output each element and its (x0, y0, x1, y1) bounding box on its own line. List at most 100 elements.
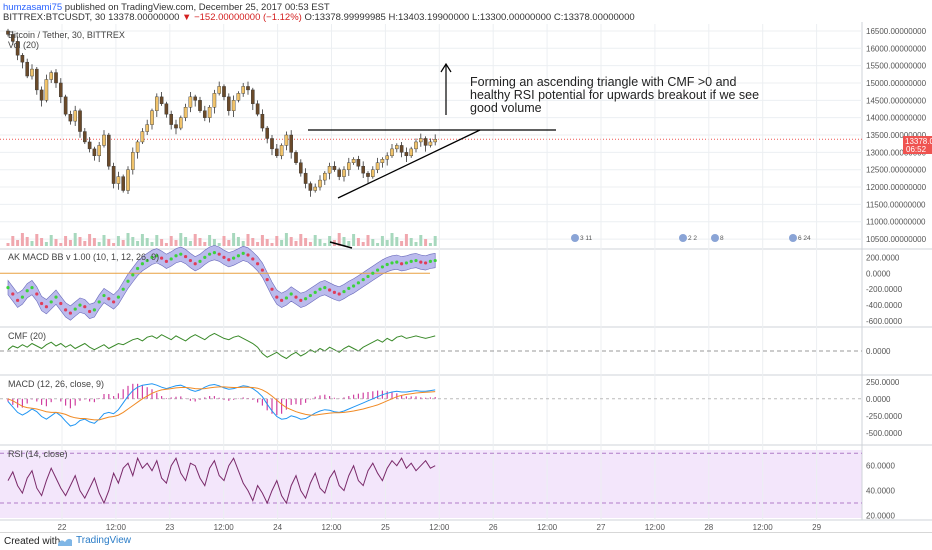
time-tick-label: 12:00 (537, 523, 558, 532)
macd-dot (361, 278, 365, 282)
macd-dot (97, 300, 101, 304)
candle (279, 145, 284, 157)
candle (25, 61, 30, 77)
macd-dot (54, 295, 58, 299)
symbol-label: BITTREX:BTCUSDT, 30 (3, 12, 106, 23)
candle (337, 169, 342, 177)
macd-dot (332, 290, 336, 294)
volume-bar (136, 241, 140, 246)
candle (73, 110, 77, 122)
author-link[interactable]: humzasami75 (3, 2, 63, 13)
volume-bar (294, 241, 298, 246)
macd-dot (92, 308, 96, 312)
candle (178, 117, 183, 129)
price-tick-label: 14500.00000000 (866, 96, 927, 105)
volume-bar (174, 240, 178, 246)
candle (294, 152, 298, 163)
indicator-tick-label: 20.0000 (866, 512, 895, 521)
macd-dot (83, 305, 87, 309)
candle (87, 141, 92, 150)
candle (126, 169, 130, 191)
volume-bar (356, 238, 360, 246)
indicator-tick-label: 200.0000 (866, 253, 900, 262)
candle (130, 152, 135, 170)
candle (361, 166, 366, 174)
volume-bar (169, 236, 173, 246)
rsi-plot (0, 452, 862, 505)
volume-trendline[interactable] (329, 241, 353, 249)
volume-bar (270, 243, 274, 246)
macd-dot (409, 259, 413, 263)
candle (97, 145, 101, 157)
candle (169, 113, 174, 125)
candle (423, 138, 428, 146)
macd-dot (265, 278, 269, 282)
price-tick-label: 15500.00000000 (866, 62, 927, 71)
macd-bb-plot (0, 245, 437, 321)
macd-dot (270, 287, 274, 291)
volume-bar (208, 235, 212, 246)
macd-dot (304, 297, 308, 301)
macd-dot (59, 301, 63, 306)
price-tick-label: 12000.00000000 (866, 183, 927, 192)
macd-dot (49, 300, 53, 304)
macd-dot (419, 260, 423, 264)
candle (371, 169, 375, 177)
price-tick-label: 12500.00000000 (866, 166, 927, 175)
macd-dot (121, 287, 125, 291)
macd-dot (188, 258, 192, 263)
signal-line (7, 386, 436, 421)
volume-bars (6, 233, 437, 246)
indicator-tick-label: 60.0000 (866, 462, 895, 471)
volume-bar (164, 243, 168, 246)
time-tick-label: 23 (165, 523, 174, 532)
volume-bar (371, 239, 375, 246)
volume-bar (251, 238, 255, 246)
candle (356, 159, 361, 167)
ohlc-line: BITTREX:BTCUSDT, 30 13378.00000000 ▼ −15… (3, 12, 635, 23)
candle (231, 100, 236, 111)
time-tick-label: 24 (273, 523, 282, 532)
macd-dot (73, 307, 77, 311)
chart-svg[interactable]: 10500.00000000 11000.00000000 11500.000000… (0, 0, 932, 532)
macd-dot (246, 253, 250, 257)
last-price: 13378.00000000 (108, 12, 180, 23)
candle (159, 96, 164, 104)
candle (15, 41, 20, 56)
candle (419, 138, 423, 143)
indicator-tick-label: -250.0000 (866, 412, 903, 421)
candle (102, 134, 106, 146)
candle (63, 96, 68, 115)
macd-dot (433, 258, 437, 263)
macd-dot (112, 300, 116, 304)
macd-dot (352, 284, 356, 288)
volume-bar (198, 238, 202, 246)
indicator-tick-label: 250.0000 (866, 378, 900, 387)
annotation-text[interactable]: Forming an ascending triangle with CMF >… (470, 75, 759, 115)
volume-bar (289, 237, 293, 246)
macd-dot (164, 259, 168, 263)
macd-dot (88, 309, 92, 314)
macd-dot (275, 295, 279, 299)
volume-bar (246, 234, 250, 246)
cmf-plot (0, 332, 862, 360)
indicator-tick-label: 0.0000 (866, 395, 891, 404)
candle (241, 86, 246, 94)
volume-bar (68, 240, 72, 246)
candle (255, 103, 260, 115)
tradingview-brand[interactable]: TradingView (76, 535, 132, 546)
support-trendline[interactable] (337, 129, 481, 199)
event-count: 3 11 (580, 235, 593, 242)
volume-bar (83, 241, 87, 246)
indicator-tick-label: 0.0000 (866, 347, 891, 356)
macd-dot (347, 286, 351, 290)
volume-bar (25, 237, 29, 246)
time-tick-label: 12:00 (645, 523, 666, 532)
macd-dot (116, 295, 120, 299)
macd-dot (227, 258, 231, 262)
last-price-tag-text: 13378.00000000 (905, 137, 932, 146)
volume-bar (361, 242, 365, 246)
macd-dot (217, 252, 221, 256)
volume-bar (256, 242, 260, 246)
candle (20, 55, 25, 63)
